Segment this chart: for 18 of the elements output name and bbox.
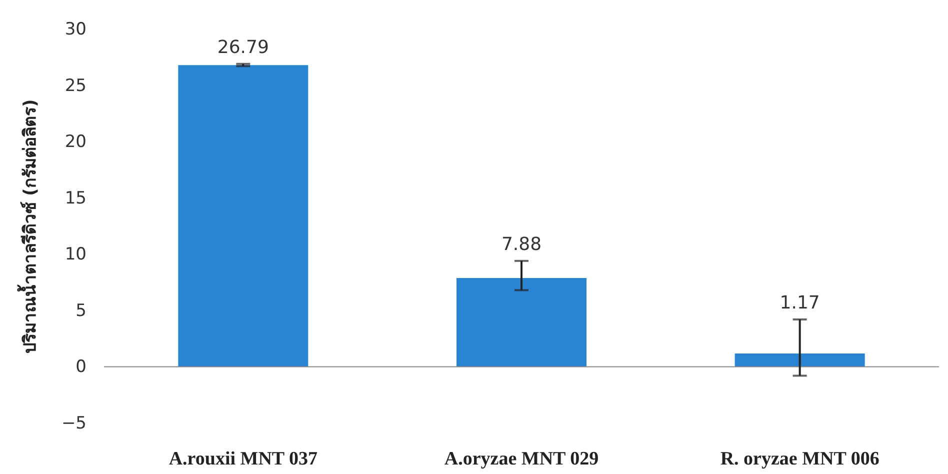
bar [178, 65, 308, 367]
y-tick-label: 15 [64, 188, 86, 208]
y-tick-label: 0 [76, 357, 86, 378]
data-label: 7.88 [501, 234, 542, 255]
bar [734, 354, 865, 367]
x-tick-label: A.oryzae MNT 029 [444, 448, 599, 470]
y-tick-label: −5 [61, 414, 86, 434]
y-tick-label: 30 [64, 20, 86, 40]
y-tick-label: 25 [64, 76, 86, 96]
bar [456, 278, 586, 367]
y-tick-label: 20 [64, 132, 86, 152]
y-tick-label: 10 [64, 244, 86, 265]
x-tick-label: R. oryzae MNT 006 [720, 448, 880, 470]
y-axis-title: ปริมาณน้ำตาลรีดิวซ์ (กรัมต่อลิตร) [16, 99, 40, 354]
x-tick-label: A.rouxii MNT 037 [168, 448, 318, 470]
y-tick-label: 5 [76, 300, 86, 321]
data-label: 26.79 [217, 36, 269, 58]
data-label: 1.17 [780, 292, 820, 314]
